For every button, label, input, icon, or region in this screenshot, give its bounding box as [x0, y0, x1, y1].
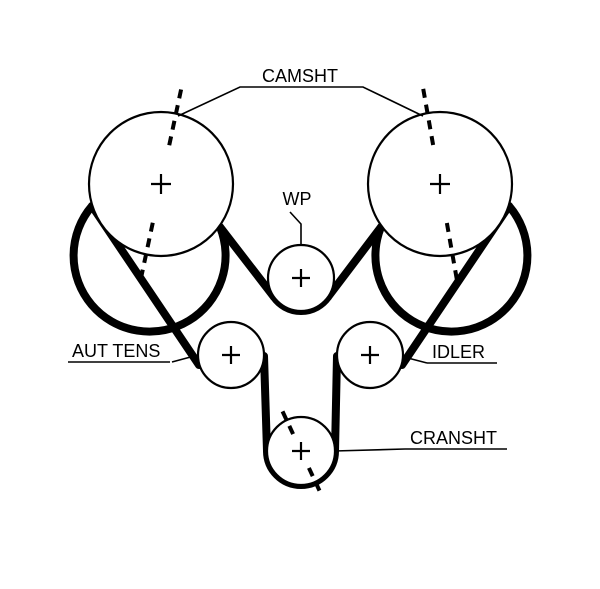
belt-routing-diagram: CAMSHT WP AUT TENS IDLER CRANSHT	[0, 0, 600, 589]
idler-label: IDLER	[432, 342, 485, 362]
waterpump-label: WP	[283, 189, 312, 209]
crankshaft-leader	[334, 449, 405, 451]
camshaft-label: CAMSHT	[262, 66, 338, 86]
camshaft-leader	[178, 87, 423, 116]
waterpump-leader	[290, 212, 301, 245]
auto_tensioner-label: AUT TENS	[72, 341, 160, 361]
crankshaft-label: CRANSHT	[410, 428, 497, 448]
